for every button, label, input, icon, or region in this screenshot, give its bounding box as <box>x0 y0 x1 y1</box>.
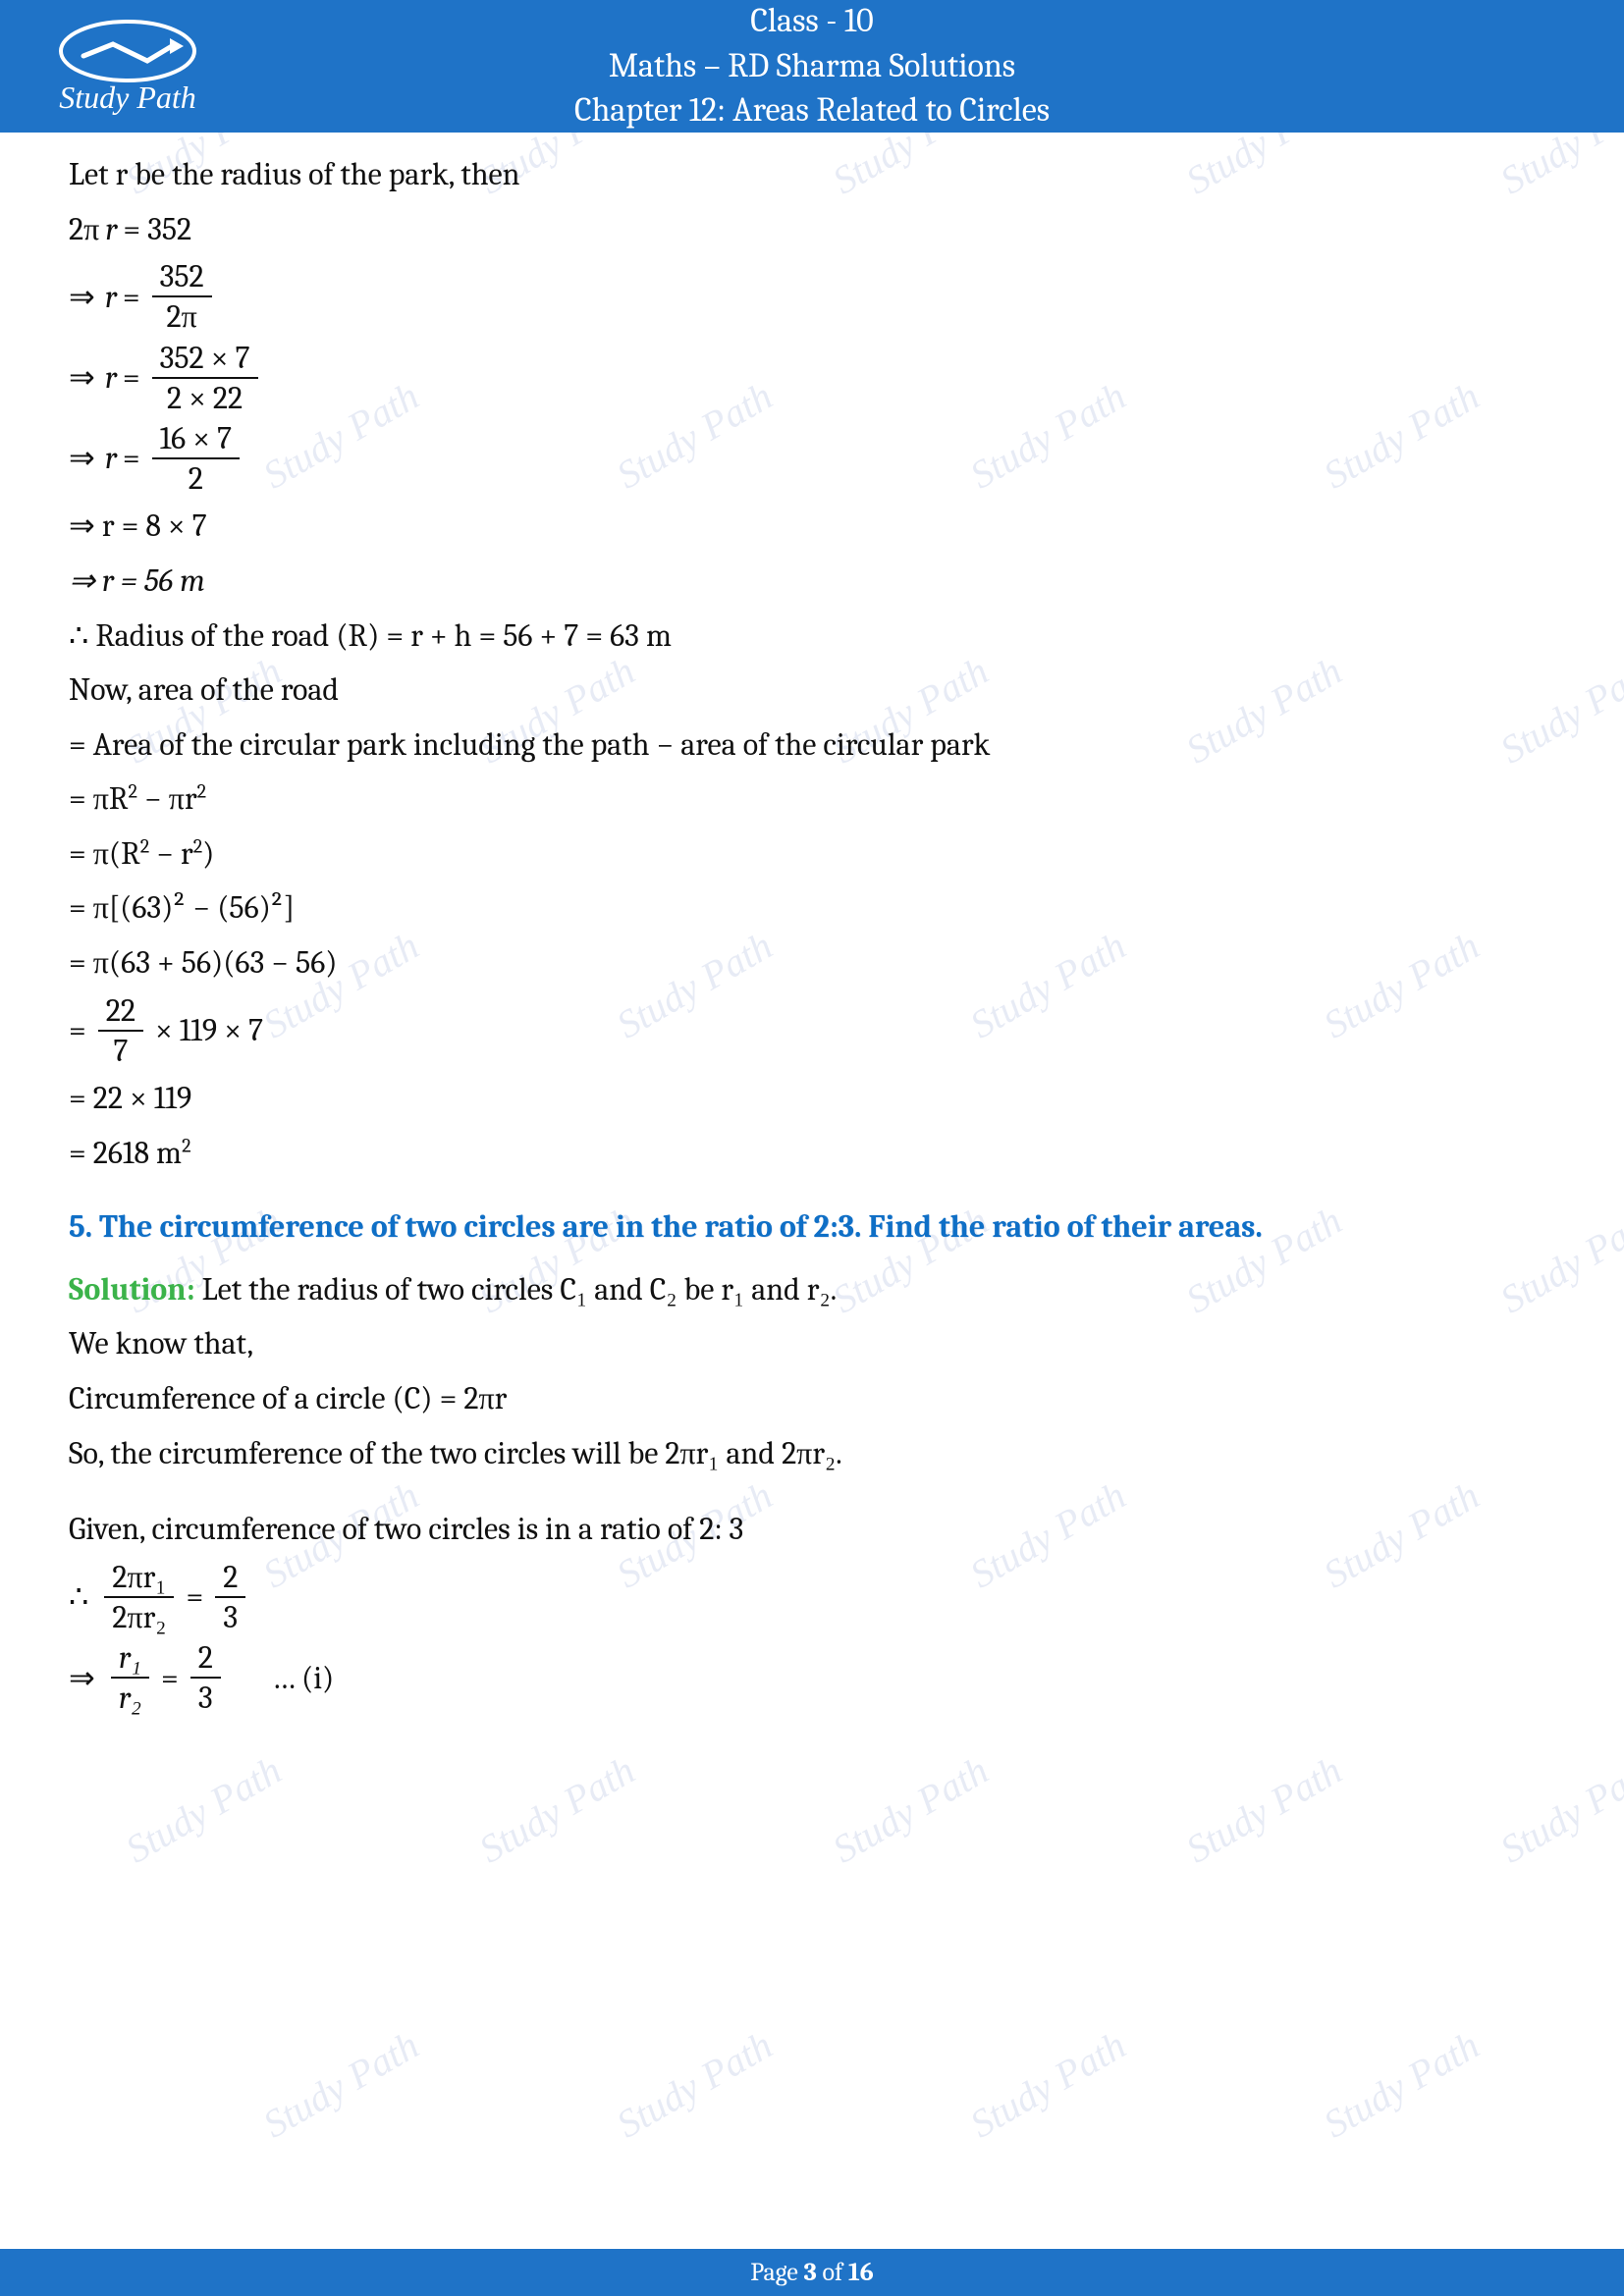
equation: = 227 × 119 × 7 <box>69 993 1555 1068</box>
text-line: Circumference of a circle (C) = 2πr <box>69 1374 1555 1423</box>
equation: = 2618 m2 <box>69 1129 1555 1178</box>
text-line: So, the circumference of the two circles… <box>69 1429 1555 1478</box>
equation: = π[(63)² − (56)²] <box>69 883 1555 933</box>
page-header: Study Path Class - 10 Maths – RD Sharma … <box>0 0 1624 133</box>
equation: ∴ 2πr₁2πr₂ = 23 <box>69 1560 1555 1634</box>
subject-line: Maths – RD Sharma Solutions <box>216 44 1408 89</box>
chapter-line: Chapter 12: Areas Related to Circles <box>216 88 1408 133</box>
logo-text: Study Path <box>59 80 196 116</box>
header-title-block: Class - 10 Maths – RD Sharma Solutions C… <box>216 0 1408 133</box>
text-line: = Area of the circular park including th… <box>69 721 1555 770</box>
logo: Study Path <box>39 17 216 116</box>
equation: ⇒ r₁r₂ = 23 … (i) <box>69 1640 1555 1715</box>
logo-icon <box>54 17 201 85</box>
equation: ⇒ r = 3522π <box>69 259 1555 334</box>
question-heading: 5. The circumference of two circles are … <box>69 1202 1555 1252</box>
class-line: Class - 10 <box>216 0 1408 44</box>
equation: ⇒ r = 352 × 72 × 22 <box>69 341 1555 415</box>
text-line: Now, area of the road <box>69 666 1555 715</box>
solution-line: Solution: Let the radius of two circles … <box>69 1265 1555 1314</box>
solution-label: Solution: <box>69 1271 195 1308</box>
text-line: ∴ Radius of the road (R) = r + h = 56 + … <box>69 612 1555 661</box>
equation: 2πr = 352 <box>69 205 1555 254</box>
page-footer: Page 3 of 16 <box>0 2249 1624 2296</box>
equation: = 22 × 119 <box>69 1074 1555 1123</box>
equation: ⇒ r = 56 m <box>69 557 1555 606</box>
text-line: We know that, <box>69 1319 1555 1368</box>
equation: = π(R2 − r2) <box>69 829 1555 879</box>
page-content: Let r be the radius of the park, then 2π… <box>0 133 1624 1716</box>
equation: ⇒ r = 16 × 72 <box>69 421 1555 496</box>
equation: = πR2 − πr2 <box>69 774 1555 824</box>
equation: = π(63 + 56)(63 − 56) <box>69 938 1555 988</box>
text-line: Let r be the radius of the park, then <box>69 150 1555 199</box>
equation: ⇒ r = 8 × 7 <box>69 502 1555 551</box>
text-line: Given, circumference of two circles is i… <box>69 1505 1555 1554</box>
